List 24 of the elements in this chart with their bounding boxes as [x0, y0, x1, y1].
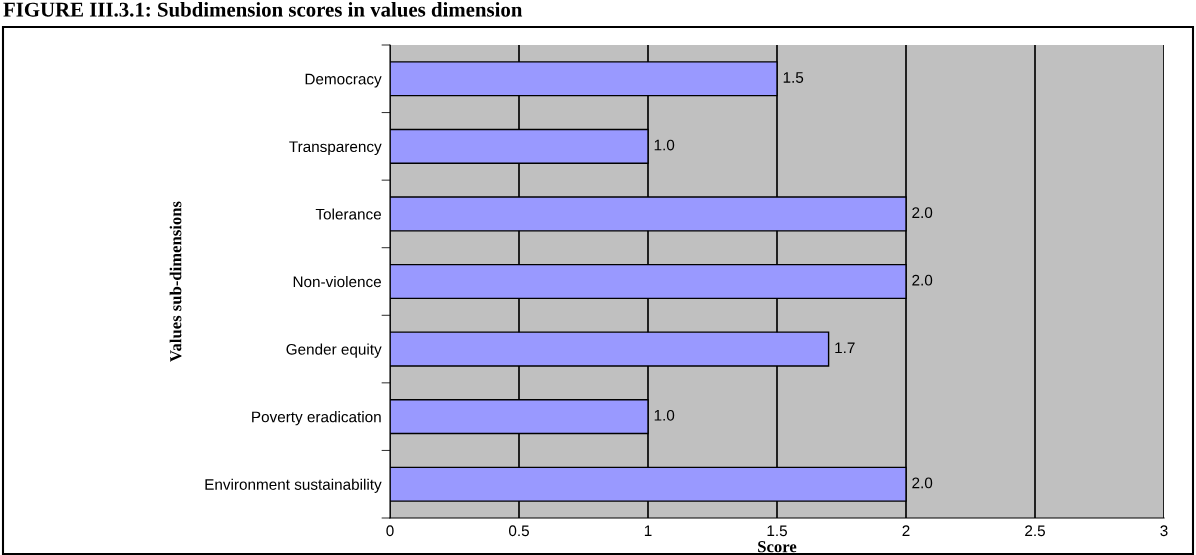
data-label: 1.7 [835, 342, 855, 354]
chart-title: FIGURE III.3.1: Subdimension scores in values dimension [3, 2, 523, 17]
y-tick-label: Poverty eradication [252, 411, 381, 426]
y-tick-label: Democracy [305, 73, 382, 88]
y-axis-title: Values sub-dimensions [169, 201, 182, 362]
x-axis-title: Score [758, 541, 797, 553]
data-label: 1.0 [654, 139, 675, 151]
x-tick-label: 0.5 [508, 525, 529, 537]
x-tick-label: 1 [644, 525, 652, 537]
data-label: 2.0 [912, 207, 933, 219]
x-tick-label: 2 [902, 525, 910, 537]
y-tick-label: Transparency [289, 141, 382, 156]
data-label: 1.5 [783, 72, 804, 83]
y-tick-label: Non-violence [293, 275, 381, 288]
x-tick-label: 2.5 [1025, 525, 1045, 537]
data-label: 2.0 [912, 477, 933, 489]
y-tick-label: Tolerance [315, 208, 381, 220]
x-tick-label: 1.5 [767, 525, 787, 537]
x-tick-label: 0 [386, 525, 394, 537]
data-label: 1.0 [654, 409, 675, 421]
x-tick-label: 3 [1160, 525, 1168, 537]
y-tick-label: Gender equity [286, 343, 382, 358]
y-tick-label: Environment sustainability [205, 478, 382, 493]
data-label: 2.0 [912, 274, 933, 286]
